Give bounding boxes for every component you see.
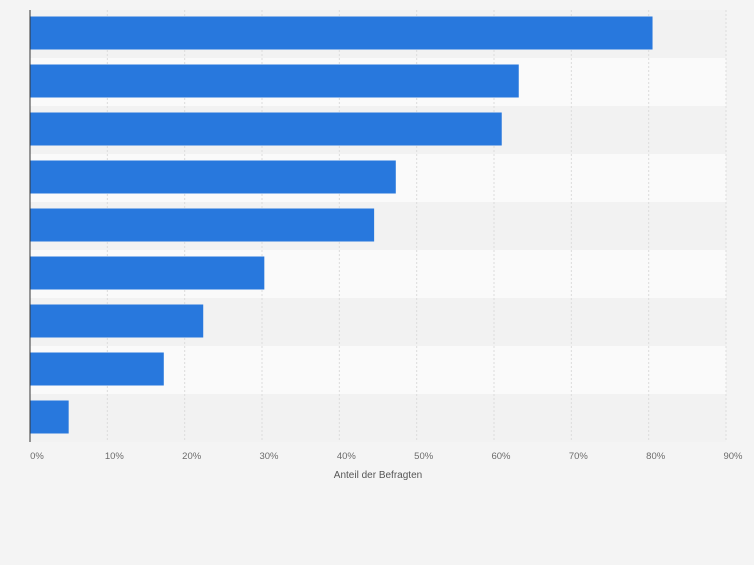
bar (30, 352, 164, 386)
x-tick-label: 30% (259, 451, 279, 462)
row-band (30, 394, 726, 442)
x-tick-label: 90% (723, 451, 743, 462)
bar (30, 256, 265, 290)
x-tick-label: 0% (30, 451, 44, 462)
x-tick-label: 70% (569, 451, 589, 462)
x-tick-labels: 0% 10% 20% 30% 40% 50% 60% 70% 80% 90% (30, 451, 743, 462)
bar (30, 304, 204, 338)
x-tick-label: 10% (105, 451, 125, 462)
bar (30, 208, 375, 242)
x-tick-label: 50% (414, 451, 434, 462)
x-tick-label: 60% (491, 451, 511, 462)
x-tick-label: 40% (337, 451, 357, 462)
x-tick-label: 20% (182, 451, 202, 462)
bar (30, 16, 653, 50)
x-tick-label: 80% (646, 451, 666, 462)
bar (30, 64, 519, 98)
bars (30, 16, 653, 434)
bar (30, 160, 396, 194)
bar (30, 400, 69, 434)
x-axis-title: Anteil der Befragten (334, 470, 422, 481)
bar (30, 112, 502, 146)
